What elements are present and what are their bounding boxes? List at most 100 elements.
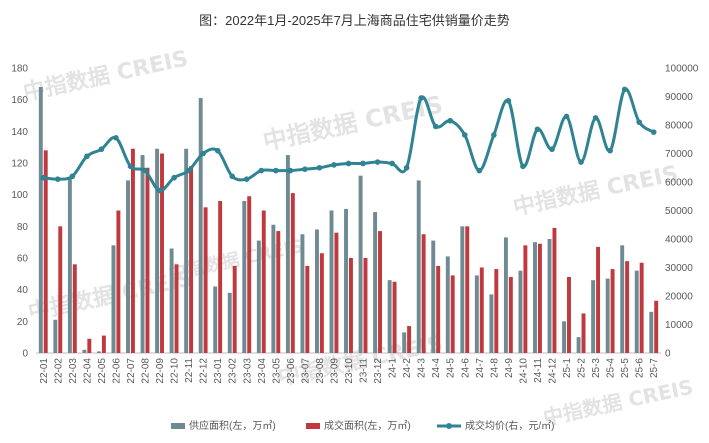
- x-tick-label: 23-01: [213, 358, 224, 384]
- price-point: [461, 132, 468, 138]
- legend: 供应面积(左，万㎡) 成交面积(左，万㎡) 成交均价(右，元/㎡): [171, 419, 554, 432]
- price-point: [156, 187, 163, 194]
- deal-bar: [421, 234, 426, 353]
- deal-bar: [654, 300, 659, 353]
- y-right-tick-label: 40000: [665, 235, 693, 246]
- supply-bar: [634, 270, 639, 353]
- supply-bar: [431, 240, 436, 353]
- deal-bar: [523, 245, 528, 353]
- supply-bar: [315, 229, 319, 353]
- price-point: [331, 162, 337, 168]
- x-tick-label: 23-10: [344, 358, 355, 384]
- deal-bar: [363, 258, 368, 353]
- price-point: [98, 146, 105, 153]
- x-tick-label: 24-3: [417, 358, 428, 378]
- legend-deal-label: 成交面积(左，万㎡): [324, 419, 411, 432]
- supply-bar: [387, 280, 392, 353]
- y-right-tick-label: 30000: [665, 263, 693, 274]
- deal-bar: [479, 267, 484, 353]
- deal-bar: [319, 253, 324, 353]
- x-tick-label: 25-2: [577, 358, 588, 378]
- price-point: [127, 163, 134, 170]
- price-point: [563, 113, 570, 120]
- price-point: [447, 117, 454, 124]
- x-tick-label: 22-11: [184, 358, 195, 383]
- supply-bar: [82, 349, 87, 353]
- x-tick-label: 24-11: [533, 358, 544, 383]
- x-tick-label: 24-1: [388, 358, 399, 378]
- price-point: [142, 167, 148, 174]
- deal-bar: [552, 227, 557, 353]
- y-left-tick-label: 20: [17, 317, 29, 328]
- deal-bar: [581, 313, 586, 353]
- price-point: [403, 164, 410, 171]
- supply-bar: [53, 319, 58, 353]
- watermark-text: 中指数据 CREIS: [21, 46, 191, 106]
- supply-bar: [576, 337, 581, 353]
- watermark-text: 中指数据 CREIS: [260, 90, 445, 155]
- supply-bar: [547, 239, 552, 353]
- supply-bar: [474, 275, 479, 353]
- y-left-tick-label: 0: [22, 349, 28, 360]
- watermark-text: 中指数据 CREIS: [541, 375, 695, 430]
- legend-deal-swatch: [306, 423, 320, 429]
- price-point: [650, 129, 657, 135]
- price-point: [636, 119, 642, 125]
- x-tick-label: 23-12: [373, 358, 384, 384]
- x-tick-label: 22-10: [170, 358, 181, 384]
- y-left-tick-label: 80: [17, 222, 29, 233]
- price-point: [476, 167, 483, 174]
- deal-bar: [537, 243, 542, 353]
- deal-bar: [290, 193, 295, 353]
- price-point: [374, 159, 381, 165]
- deal-bar: [58, 226, 63, 353]
- x-tick-label: 25-5: [620, 358, 631, 378]
- supply-bar: [198, 98, 203, 353]
- supply-bar: [242, 201, 247, 353]
- price-point: [621, 86, 628, 93]
- legend-price-label: 成交均价(右，元/㎡): [465, 419, 554, 432]
- supply-bar: [533, 242, 537, 353]
- deal-bar: [130, 148, 135, 353]
- x-tick-label: 24-8: [489, 358, 500, 378]
- x-tick-label: 23-11: [359, 358, 370, 383]
- y-right-tick-label: 10000: [665, 320, 693, 331]
- x-tick-label: 24-10: [518, 358, 529, 384]
- price-point: [418, 95, 424, 101]
- price-point: [258, 167, 265, 174]
- x-tick-label: 23-05: [271, 358, 282, 384]
- x-tick-label: 25-3: [591, 358, 602, 378]
- price-point: [316, 164, 323, 171]
- supply-bar: [38, 87, 43, 353]
- supply-bar: [140, 155, 145, 353]
- x-tick-label: 23-06: [286, 358, 297, 384]
- y-left-tick-label: 60: [17, 254, 29, 265]
- supply-bar: [358, 175, 363, 353]
- price-point: [287, 167, 294, 174]
- chart-title: 图：2022年1月-2025年7月上海商品住宅供销量价走势: [199, 13, 510, 28]
- price-point: [432, 123, 439, 130]
- price-point: [302, 166, 308, 172]
- deal-bar: [349, 258, 353, 353]
- x-tick-label: 23-04: [257, 358, 268, 384]
- y-left-tick-label: 120: [11, 159, 28, 170]
- price-point: [520, 163, 526, 170]
- price-point: [534, 126, 541, 133]
- price-line: [40, 86, 657, 194]
- x-tick-label: 23-02: [228, 358, 239, 384]
- y-left-tick-label: 140: [11, 127, 28, 138]
- x-tick-label: 25-7: [649, 358, 660, 378]
- x-axis-labels: 22-01 22-02 22-03 22-04 22-05 22-06 22-07 22-08…: [39, 358, 660, 384]
- x-tick-label: 24-5: [446, 358, 457, 378]
- deal-bar: [189, 166, 194, 353]
- supply-bar: [489, 294, 494, 353]
- x-tick-label: 24-2: [402, 358, 413, 378]
- deal-bar: [43, 150, 48, 353]
- x-tick-label: 22-03: [68, 358, 79, 384]
- deal-bar: [465, 226, 470, 353]
- x-tick-label: 24-6: [460, 358, 471, 378]
- supply-bar: [169, 248, 174, 353]
- x-tick-label: 22-12: [199, 358, 210, 384]
- deal-bar: [174, 264, 179, 353]
